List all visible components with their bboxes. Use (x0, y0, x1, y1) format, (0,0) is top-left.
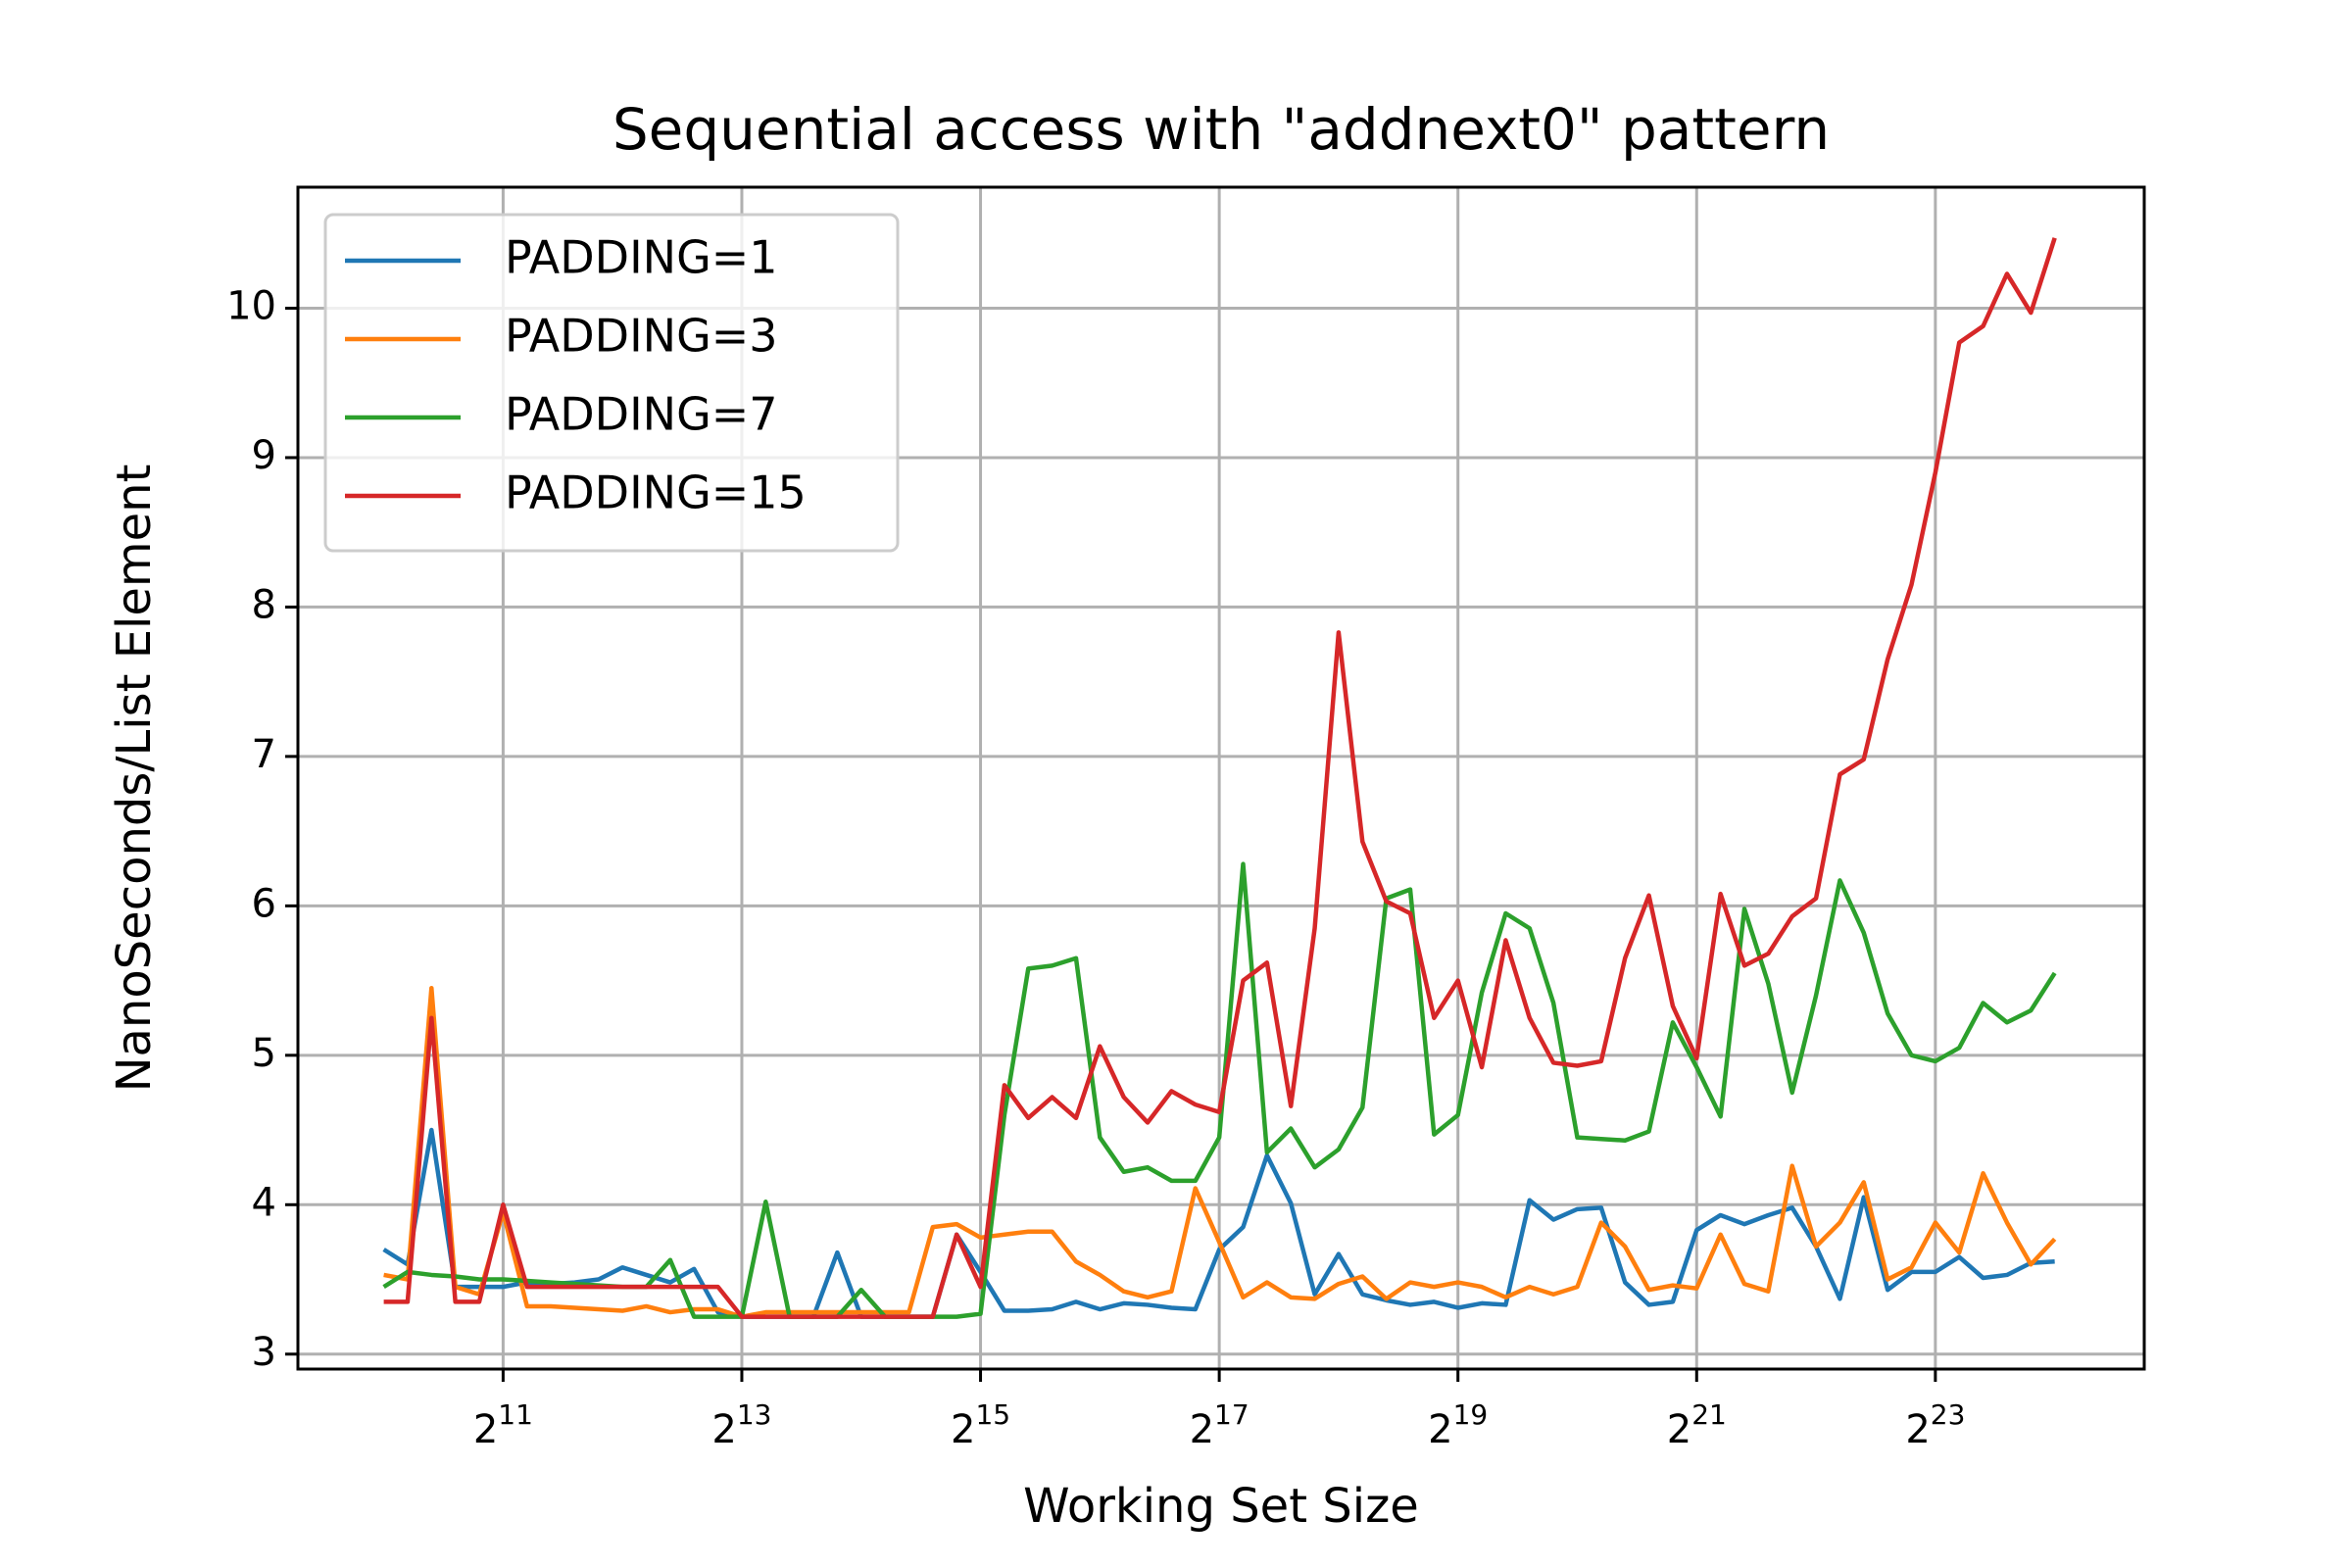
y-tick-label: 9 (252, 433, 276, 478)
x-tick-label: 211 (473, 1398, 533, 1452)
x-tick-label: 219 (1428, 1398, 1488, 1452)
x-tick-exponent: 13 (737, 1398, 772, 1431)
x-tick-exponent: 15 (975, 1398, 1010, 1431)
legend-label: PADDING=1 (505, 231, 778, 284)
x-tick-base: 2 (1428, 1407, 1452, 1452)
x-tick-label: 217 (1190, 1398, 1250, 1452)
series-line (382, 1127, 2055, 1319)
series-line (383, 237, 2057, 1319)
chart-title: Sequential access with "addnext0" patter… (612, 96, 1830, 163)
y-tick-label: 7 (252, 732, 276, 777)
x-tick-exponent: 23 (1931, 1398, 1966, 1431)
y-tick-label: 8 (252, 582, 276, 627)
legend-label: PADDING=15 (505, 466, 807, 519)
x-tick-base: 2 (473, 1407, 498, 1452)
y-axis-label: NanoSeconds/List Element (107, 465, 162, 1093)
x-tick-base: 2 (711, 1407, 736, 1452)
x-tick-label: 215 (951, 1398, 1010, 1452)
x-tick-base: 2 (1905, 1407, 1930, 1452)
x-tick-base: 2 (1190, 1407, 1214, 1452)
y-tick-label: 6 (252, 881, 276, 926)
x-tick-label: 223 (1905, 1398, 1965, 1452)
x-tick-exponent: 11 (498, 1398, 533, 1431)
x-tick-exponent: 17 (1214, 1398, 1250, 1431)
x-tick-label: 213 (711, 1398, 771, 1452)
y-tick-label: 5 (252, 1031, 276, 1076)
series-line (383, 985, 2057, 1319)
x-tick-label: 221 (1667, 1398, 1727, 1452)
legend-label: PADDING=7 (505, 388, 778, 441)
y-tick-label: 10 (226, 283, 276, 328)
y-tick-label: 3 (252, 1330, 276, 1375)
x-axis-label: Working Set Size (1023, 1479, 1419, 1534)
legend-box (323, 213, 900, 553)
x-tick-exponent: 21 (1691, 1398, 1727, 1431)
plot-frame (296, 185, 2146, 1371)
x-tick-exponent: 19 (1453, 1398, 1489, 1431)
x-tick-base: 2 (1667, 1407, 1691, 1452)
y-tick-label: 4 (252, 1180, 276, 1225)
series-line (382, 861, 2057, 1319)
legend-label: PADDING=3 (505, 310, 778, 363)
x-tick-base: 2 (951, 1407, 975, 1452)
